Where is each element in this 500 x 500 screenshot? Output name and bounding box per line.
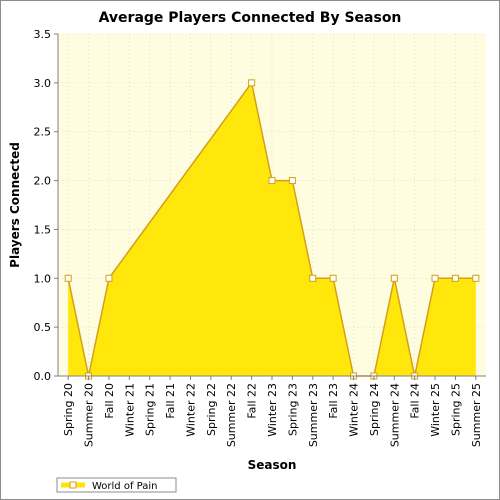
x-axis-title: Season: [248, 458, 297, 472]
legend-label: World of Pain: [92, 481, 157, 492]
x-tick-label: Fall 21: [164, 383, 177, 419]
series-area-world-of-pain: [68, 82, 476, 376]
y-tick-label: 0.0: [34, 370, 52, 383]
y-tick-label: 3.0: [34, 77, 52, 90]
data-point: [248, 79, 256, 87]
y-tick-label: 3.5: [34, 28, 52, 41]
data-point: [472, 274, 480, 282]
x-tick-label: Winter 24: [348, 383, 361, 437]
data-point: [105, 274, 113, 282]
x-tick-label: Fall 23: [327, 383, 340, 419]
x-tick-label: Spring 23: [286, 383, 299, 436]
x-tick-label: Spring 22: [205, 383, 218, 436]
x-tick-label: Spring 20: [62, 383, 75, 436]
chart-title: Average Players Connected By Season: [99, 10, 402, 26]
x-tick-label: Summer 25: [470, 383, 483, 447]
x-tick-label: Summer 20: [83, 383, 96, 447]
y-axis-title: Players Connected: [8, 142, 22, 268]
y-tick-labels: 0.0 0.5 1.0 1.5 2.0 2.5 3.0 3.5: [34, 28, 58, 383]
y-tick-label: 2.5: [34, 126, 52, 139]
data-point: [268, 177, 276, 185]
data-point: [390, 274, 398, 282]
y-tick-label: 0.5: [34, 321, 52, 334]
legend-box: [56, 477, 177, 493]
y-tick-label: 2.0: [34, 175, 52, 188]
data-point: [451, 274, 459, 282]
legend-marker: [69, 481, 77, 489]
legend: World of Pain: [56, 477, 177, 493]
data-point: [64, 274, 72, 282]
data-point: [329, 274, 337, 282]
data-point: [288, 177, 296, 185]
x-tick-label: Winter 23: [266, 383, 279, 437]
x-tick-label: Winter 25: [429, 383, 442, 437]
x-tick-label: Winter 22: [184, 383, 197, 437]
x-tick-labels: Spring 20 Summer 20 Fall 20 Winter 21 Spring…: [62, 376, 483, 447]
x-tick-label: Fall 22: [246, 383, 259, 419]
y-tick-label: 1.5: [34, 223, 52, 236]
x-tick-label: Summer 23: [307, 383, 320, 447]
x-tick-label: Summer 24: [388, 383, 401, 447]
data-point: [431, 274, 439, 282]
x-tick-label: Spring 21: [144, 383, 157, 436]
x-tick-label: Spring 24: [368, 383, 381, 436]
data-point: [309, 274, 317, 282]
x-tick-label: Fall 20: [103, 383, 116, 419]
x-tick-label: Winter 21: [123, 383, 136, 437]
x-tick-label: Summer 22: [225, 383, 238, 447]
x-tick-label: Spring 25: [449, 383, 462, 436]
x-tick-label: Fall 24: [409, 383, 422, 419]
y-tick-label: 1.0: [34, 272, 52, 285]
